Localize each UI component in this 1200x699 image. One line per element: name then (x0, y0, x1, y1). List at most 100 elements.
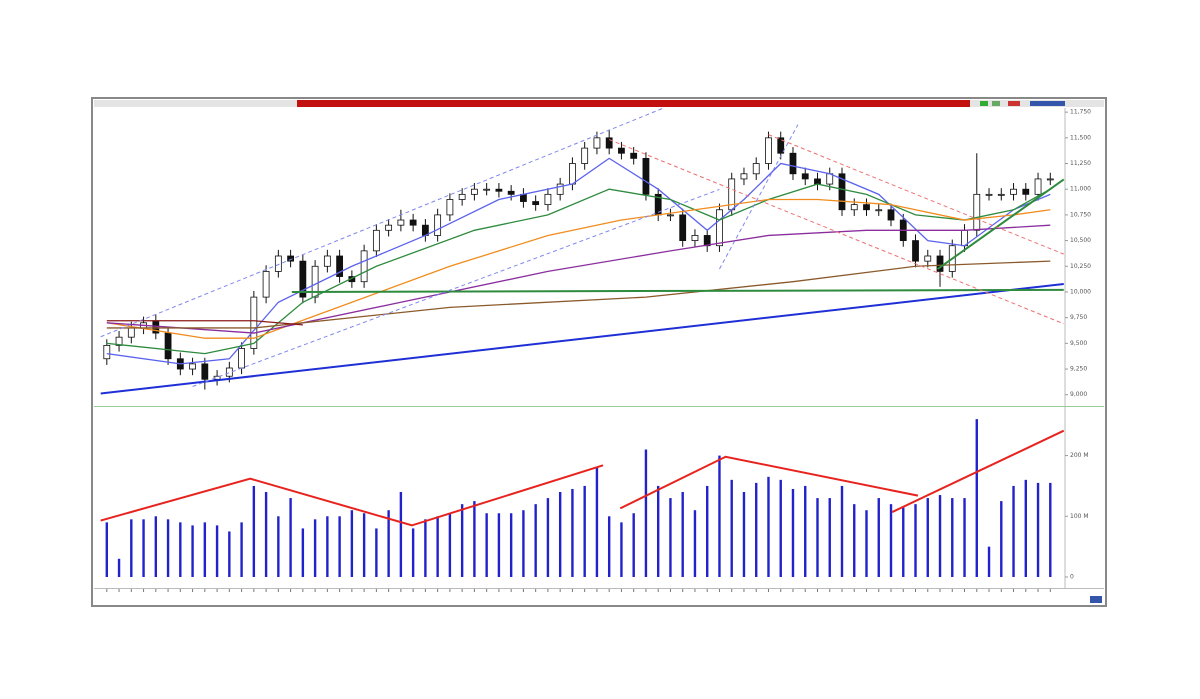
candle-body (397, 219, 405, 226)
candle-body (801, 173, 809, 180)
candle-body (446, 199, 454, 216)
candle-body (777, 137, 785, 154)
button[interactable] (992, 101, 1000, 106)
scroll-button[interactable] (1090, 596, 1102, 603)
volume-bar (926, 498, 929, 577)
candle-body (863, 204, 870, 211)
volume-bar (877, 498, 880, 577)
candle-body (765, 137, 772, 164)
volume-bar (240, 522, 243, 577)
candle-body (470, 188, 478, 195)
volume-bar (730, 479, 733, 577)
trend-line (719, 124, 799, 270)
status-bar (297, 100, 970, 107)
volume-bar (620, 522, 623, 577)
y-tick-label: 9,250 (1070, 366, 1087, 373)
candle-body (434, 214, 442, 236)
candle-body (924, 255, 932, 262)
candle-body (973, 193, 981, 231)
candle-body (936, 255, 944, 272)
volume-bar (779, 479, 782, 577)
candle-body (593, 137, 601, 149)
volume-bar (1049, 482, 1052, 577)
volume-bar (632, 513, 635, 577)
candle-body (1010, 188, 1017, 195)
volume-bar (436, 516, 439, 577)
moving-average (106, 260, 1051, 329)
candle-body (814, 178, 821, 185)
candle-body (458, 193, 466, 200)
y-tick-label: 11,750 (1070, 109, 1091, 116)
y-tick-label: 11,000 (1070, 186, 1091, 193)
candle-body (605, 137, 613, 149)
trend-line (936, 178, 1065, 270)
candle-body (385, 224, 393, 231)
volume-bar (473, 501, 476, 577)
volume-bar (595, 467, 599, 577)
volume-bar (558, 492, 562, 577)
volume-bar (546, 498, 550, 577)
y-tick-label: 10,750 (1070, 211, 1091, 218)
volume-bar (889, 504, 893, 577)
volume-bar (485, 513, 488, 577)
candle-body (287, 255, 295, 262)
volume-bar (179, 522, 182, 577)
y-tick-label: 200 M (1070, 452, 1089, 459)
candle-body (360, 250, 368, 283)
volume-bar (583, 485, 586, 577)
volume-bar (166, 519, 170, 577)
volume-bar (497, 513, 501, 577)
trend-line (100, 282, 1064, 395)
candle-body (250, 296, 258, 349)
candle-body (127, 327, 135, 338)
volume-bar (326, 516, 329, 577)
candle-body (274, 255, 282, 272)
volume-bar (914, 504, 917, 577)
candle-body (311, 265, 319, 298)
candle-body (495, 188, 503, 192)
candle-body (569, 163, 576, 185)
volume-bar (130, 519, 133, 577)
volume-bar (816, 498, 819, 577)
volume-bar (154, 516, 158, 577)
moving-average (106, 320, 303, 326)
axes: 11,750 11,500 11,250 11,000 10,750 10,500 10,2… (106, 109, 1091, 592)
trend-line (891, 429, 1065, 513)
candle-body (544, 193, 552, 206)
button[interactable] (1030, 101, 1065, 106)
candle-body (630, 152, 638, 159)
y-tick-label: 100 M (1070, 513, 1089, 520)
candle-body (1034, 178, 1042, 195)
volume-bar (742, 492, 746, 577)
volume-bar (755, 482, 758, 577)
volume-bar (301, 528, 305, 577)
volume-bar (951, 498, 954, 577)
y-tick-label: 0 (1070, 574, 1074, 581)
candle-body (201, 363, 209, 380)
candle-body (850, 204, 858, 211)
volume-bar (277, 516, 280, 577)
button[interactable] (1008, 101, 1020, 106)
candle-body (1046, 178, 1054, 181)
button[interactable] (980, 101, 988, 106)
candle-body (875, 209, 883, 212)
candle-body (912, 240, 919, 262)
volume-bar (1000, 501, 1003, 577)
trend-line (619, 455, 919, 510)
candle-body (483, 188, 491, 191)
candle-body (556, 183, 564, 195)
volume-bar (840, 485, 844, 577)
volume-bar (142, 519, 145, 577)
y-tick-label: 10,500 (1070, 237, 1091, 244)
candle-body (103, 344, 111, 360)
volume-bar (399, 492, 403, 577)
trend-line (291, 288, 1064, 293)
candle-body (997, 193, 1005, 196)
candle-body (262, 271, 270, 298)
candle-body (532, 201, 540, 206)
toolbar (94, 100, 297, 107)
volume-bar (644, 449, 648, 577)
volume-bar (1036, 482, 1040, 577)
y-tick-label: 9,500 (1070, 340, 1087, 347)
candle-body (752, 163, 760, 175)
